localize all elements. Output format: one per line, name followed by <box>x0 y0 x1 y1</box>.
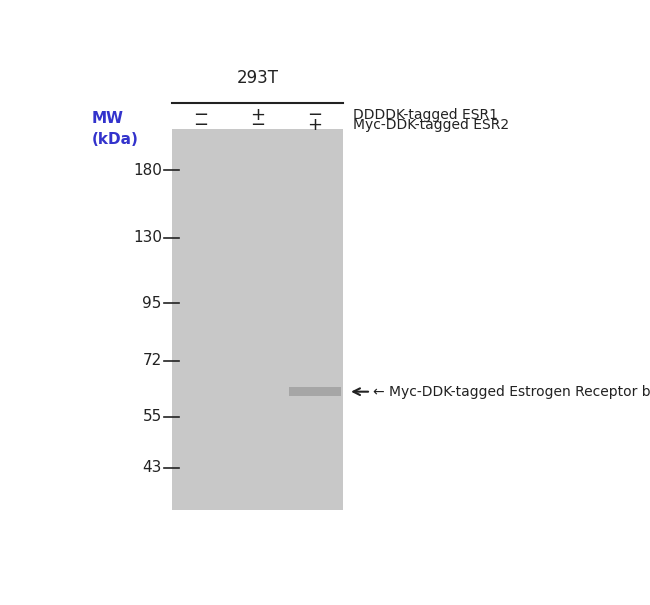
Text: ← Myc-DDK-tagged Estrogen Receptor beta: ← Myc-DDK-tagged Estrogen Receptor beta <box>373 385 650 399</box>
Text: −: − <box>307 105 322 123</box>
Bar <box>172 128 343 511</box>
Text: +: + <box>307 116 322 134</box>
Text: 55: 55 <box>142 409 162 424</box>
Text: −: − <box>193 105 208 123</box>
Text: 72: 72 <box>142 353 162 368</box>
Text: 293T: 293T <box>237 68 279 87</box>
Text: 43: 43 <box>142 460 162 475</box>
Bar <box>289 387 341 396</box>
Text: −: − <box>193 116 208 134</box>
Text: 95: 95 <box>142 295 162 310</box>
Text: +: + <box>250 105 265 123</box>
Text: MW: MW <box>91 111 124 126</box>
Text: 180: 180 <box>133 163 162 178</box>
Text: −: − <box>250 116 265 134</box>
Text: Myc-DDK-tagged ESR2: Myc-DDK-tagged ESR2 <box>354 118 510 132</box>
Text: 130: 130 <box>133 231 162 245</box>
Text: DDDDK-tagged ESR1: DDDDK-tagged ESR1 <box>354 108 499 122</box>
Text: (kDa): (kDa) <box>91 132 138 147</box>
